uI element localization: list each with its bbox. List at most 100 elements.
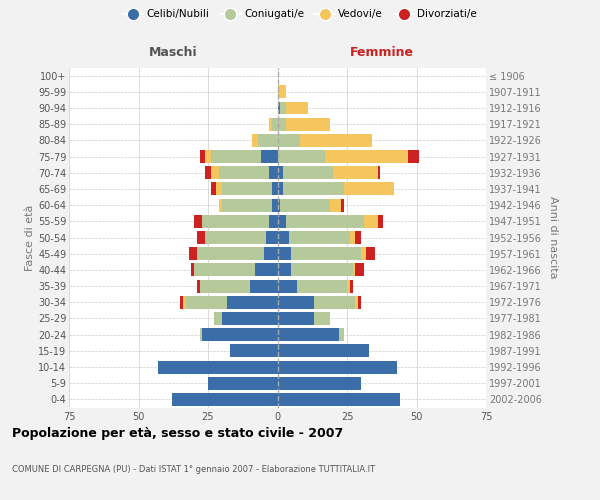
Bar: [333, 166, 377, 179]
Bar: [261, 150, 277, 163]
Bar: [277, 118, 286, 130]
Bar: [277, 344, 369, 358]
Bar: [277, 247, 292, 260]
Bar: [172, 393, 277, 406]
Bar: [341, 198, 344, 211]
Bar: [250, 280, 277, 292]
Bar: [277, 102, 280, 114]
Bar: [277, 376, 361, 390]
Text: Maschi: Maschi: [149, 46, 197, 59]
Bar: [289, 231, 350, 244]
Bar: [272, 118, 277, 130]
Bar: [283, 166, 333, 179]
Bar: [277, 134, 300, 147]
Bar: [253, 134, 258, 147]
Bar: [194, 215, 202, 228]
Bar: [222, 312, 277, 325]
Bar: [202, 215, 269, 228]
Text: Femmine: Femmine: [350, 46, 414, 59]
Y-axis label: Fasce di età: Fasce di età: [25, 204, 35, 270]
Bar: [200, 150, 205, 163]
Bar: [186, 296, 227, 308]
Bar: [255, 264, 277, 276]
Bar: [211, 182, 217, 196]
Bar: [277, 166, 283, 179]
Bar: [158, 360, 277, 374]
Bar: [191, 264, 194, 276]
Bar: [350, 280, 353, 292]
Bar: [277, 296, 314, 308]
Bar: [205, 150, 211, 163]
Bar: [277, 360, 397, 374]
Bar: [361, 247, 367, 260]
Y-axis label: Anni di nascita: Anni di nascita: [548, 196, 559, 279]
Bar: [230, 344, 277, 358]
Bar: [292, 264, 353, 276]
Bar: [331, 198, 341, 211]
Bar: [214, 312, 222, 325]
Bar: [269, 118, 272, 130]
Bar: [286, 215, 364, 228]
Bar: [408, 150, 419, 163]
Bar: [377, 215, 383, 228]
Bar: [277, 150, 325, 163]
Bar: [197, 231, 205, 244]
Bar: [205, 231, 266, 244]
Bar: [266, 231, 277, 244]
Bar: [277, 280, 297, 292]
Bar: [277, 264, 292, 276]
Bar: [277, 86, 286, 98]
Bar: [280, 102, 286, 114]
Bar: [277, 198, 280, 211]
Bar: [314, 312, 331, 325]
Bar: [367, 247, 375, 260]
Bar: [277, 312, 314, 325]
Bar: [377, 166, 380, 179]
Bar: [277, 182, 283, 196]
Legend: Celibi/Nubili, Coniugati/e, Vedovi/e, Divorziati/e: Celibi/Nubili, Coniugati/e, Vedovi/e, Di…: [119, 5, 481, 24]
Bar: [180, 296, 183, 308]
Bar: [355, 231, 361, 244]
Bar: [347, 280, 350, 292]
Bar: [325, 150, 408, 163]
Bar: [314, 296, 355, 308]
Bar: [205, 166, 211, 179]
Bar: [297, 280, 347, 292]
Bar: [217, 182, 222, 196]
Bar: [338, 328, 344, 341]
Bar: [211, 166, 219, 179]
Bar: [194, 264, 255, 276]
Bar: [188, 247, 197, 260]
Bar: [292, 247, 361, 260]
Bar: [277, 231, 289, 244]
Bar: [222, 198, 272, 211]
Bar: [355, 296, 358, 308]
Bar: [286, 118, 331, 130]
Bar: [283, 182, 344, 196]
Bar: [219, 198, 222, 211]
Bar: [258, 134, 277, 147]
Text: Popolazione per età, sesso e stato civile - 2007: Popolazione per età, sesso e stato civil…: [12, 428, 343, 440]
Bar: [227, 296, 277, 308]
Bar: [355, 264, 364, 276]
Bar: [350, 231, 355, 244]
Bar: [208, 376, 277, 390]
Bar: [277, 215, 286, 228]
Bar: [272, 182, 277, 196]
Bar: [269, 215, 277, 228]
Bar: [344, 182, 394, 196]
Bar: [222, 182, 272, 196]
Bar: [353, 264, 355, 276]
Bar: [300, 134, 372, 147]
Bar: [277, 328, 338, 341]
Bar: [197, 247, 263, 260]
Bar: [202, 328, 277, 341]
Bar: [358, 296, 361, 308]
Bar: [197, 280, 200, 292]
Bar: [280, 198, 331, 211]
Bar: [200, 328, 202, 341]
Bar: [211, 150, 261, 163]
Bar: [269, 166, 277, 179]
Bar: [364, 215, 377, 228]
Bar: [200, 280, 250, 292]
